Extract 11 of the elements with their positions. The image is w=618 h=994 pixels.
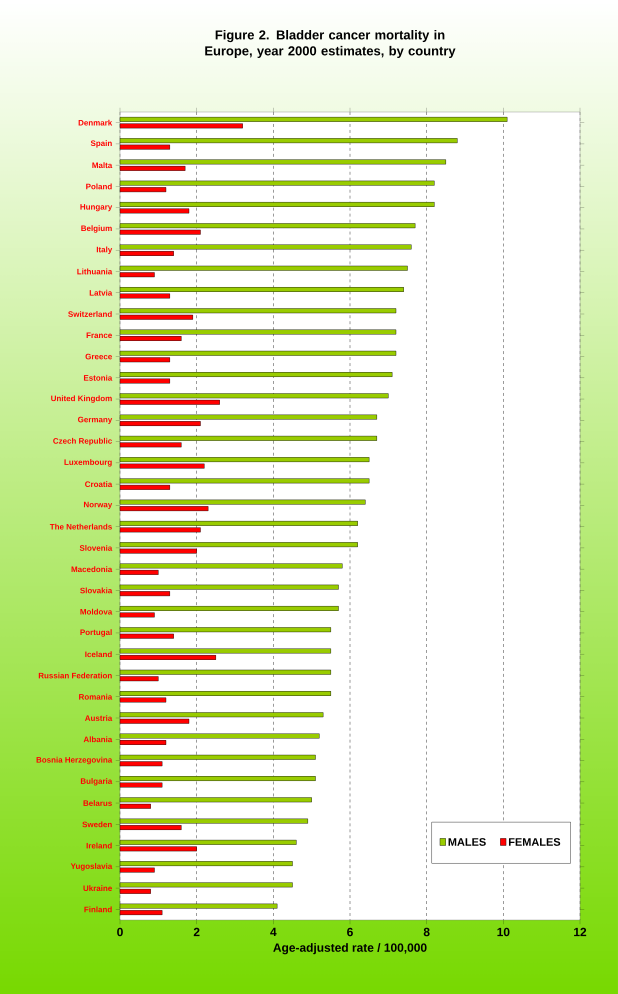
x-tick-label: 0 (117, 928, 123, 936)
x-tick-label: 6 (347, 928, 353, 936)
legend-label: FEMALES (508, 838, 560, 846)
x-axis-title: Age-adjusted rate / 100,000 (273, 943, 427, 954)
x-tick-label: 2 (194, 928, 200, 936)
x-tick-label: 12 (574, 928, 586, 936)
legend-label: MALES (448, 838, 486, 846)
x-tick-label: 8 (424, 928, 430, 936)
x-tick-label: 10 (497, 928, 510, 936)
chart-title: Figure 2. Bladder cancer mortality in Europe, year 2000 estimates, by country (205, 30, 456, 58)
x-tick-label: 4 (270, 928, 277, 936)
